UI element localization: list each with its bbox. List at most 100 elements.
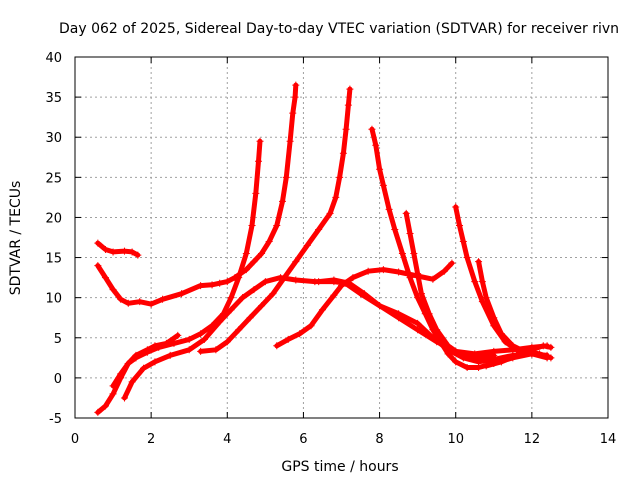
data-point	[429, 275, 437, 283]
data-point	[402, 209, 410, 217]
data-point	[101, 246, 109, 254]
data-point	[273, 221, 281, 229]
data-point	[471, 354, 479, 362]
data-point	[520, 347, 528, 355]
data-point	[345, 279, 353, 287]
data-point	[456, 350, 464, 358]
data-point	[436, 338, 444, 346]
data-point	[490, 351, 498, 359]
data-point	[497, 330, 505, 338]
y-tick-label: 40	[45, 51, 62, 66]
data-point	[414, 319, 422, 327]
data-point	[330, 276, 338, 284]
data-point	[109, 248, 117, 256]
data-point	[140, 364, 148, 372]
data-point	[109, 382, 117, 390]
data-point	[256, 137, 264, 145]
data-point	[368, 125, 376, 133]
data-point	[535, 350, 543, 358]
data-point	[250, 258, 258, 266]
data-point	[425, 310, 433, 318]
data-point	[475, 363, 483, 371]
data-point	[410, 250, 418, 258]
x-tick-label: 14	[600, 432, 617, 447]
x-tick-label: 4	[223, 432, 231, 447]
data-point	[440, 267, 448, 275]
data-point	[490, 314, 498, 322]
data-point	[124, 359, 132, 367]
data-point	[471, 278, 479, 286]
series-layer	[94, 81, 555, 416]
data-point	[379, 181, 387, 189]
data-point	[284, 335, 292, 343]
data-point	[376, 165, 384, 173]
data-point	[273, 342, 281, 350]
data-point	[197, 282, 205, 290]
data-point	[223, 338, 231, 346]
data-point	[303, 242, 311, 250]
data-point	[134, 251, 142, 259]
data-point	[120, 247, 128, 255]
data-point	[448, 259, 456, 267]
data-point	[94, 239, 102, 247]
series-arc-10	[403, 210, 497, 361]
data-point	[398, 250, 406, 258]
y-tick-label: 5	[54, 332, 62, 347]
data-point	[376, 302, 384, 310]
y-axis-label: SDTVAR / TECUs	[8, 181, 24, 296]
data-point	[509, 342, 517, 350]
data-point	[292, 258, 300, 266]
data-point	[166, 351, 174, 359]
data-point	[463, 254, 471, 262]
data-point	[372, 141, 380, 149]
data-point	[261, 278, 269, 286]
data-point	[212, 346, 220, 354]
data-point	[170, 339, 178, 347]
data-point	[291, 93, 299, 101]
data-point	[151, 358, 159, 366]
data-point	[342, 125, 350, 133]
y-tick-label: -5	[49, 412, 62, 427]
data-point	[338, 282, 345, 290]
x-tick-label: 10	[447, 432, 464, 447]
data-point	[185, 346, 193, 354]
data-point	[364, 267, 372, 275]
data-point	[414, 326, 422, 334]
data-point	[528, 346, 536, 354]
data-point	[307, 322, 315, 330]
data-point	[162, 339, 170, 347]
data-point	[360, 290, 368, 298]
data-point	[250, 286, 258, 294]
data-point	[136, 298, 144, 306]
data-point	[292, 81, 300, 89]
x-tick-label: 2	[147, 432, 155, 447]
data-point	[406, 274, 414, 282]
y-tick-label: 35	[45, 91, 62, 106]
data-point	[227, 306, 235, 314]
x-tick-label: 0	[71, 432, 79, 447]
data-point	[235, 326, 243, 334]
data-point	[117, 370, 125, 378]
data-point	[478, 278, 486, 286]
data-point	[509, 354, 517, 362]
data-point	[185, 335, 193, 343]
data-point	[159, 295, 167, 303]
data-point	[456, 221, 464, 229]
data-point	[265, 238, 273, 246]
data-point	[482, 294, 490, 302]
data-point	[120, 394, 128, 402]
data-point	[326, 209, 334, 217]
data-point	[547, 343, 555, 351]
data-point	[155, 343, 163, 351]
data-point	[151, 342, 159, 350]
data-point	[417, 290, 425, 298]
data-point	[248, 221, 256, 229]
data-point	[197, 347, 205, 355]
series-arc-6	[198, 86, 353, 354]
data-point	[346, 85, 354, 93]
data-point	[463, 363, 471, 371]
data-point	[280, 274, 288, 282]
data-point	[216, 279, 224, 287]
data-point	[395, 314, 403, 322]
data-point	[101, 274, 109, 282]
